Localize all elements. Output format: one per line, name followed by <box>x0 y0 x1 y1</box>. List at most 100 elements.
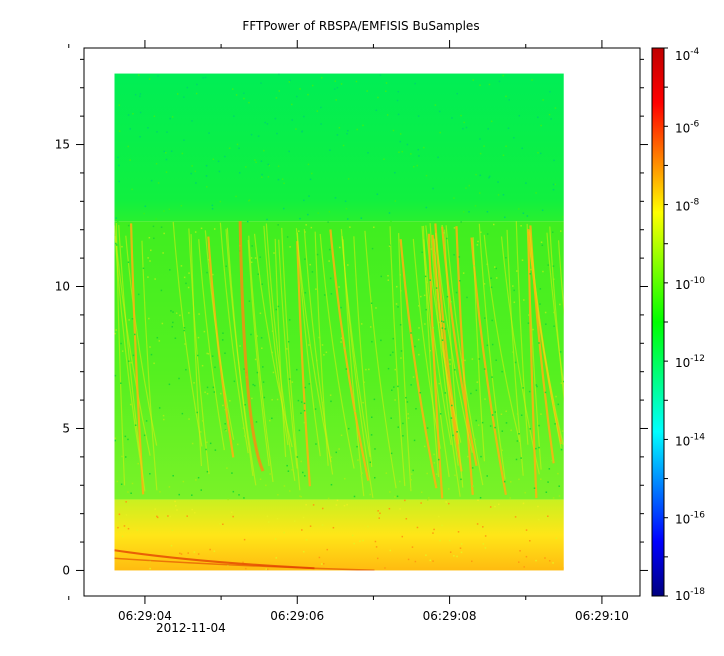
speckle <box>336 86 339 89</box>
speckle <box>303 421 306 424</box>
speckle <box>118 513 121 516</box>
streak <box>444 229 464 488</box>
speckle <box>260 160 263 162</box>
speckle <box>300 460 302 463</box>
speckle <box>191 120 193 122</box>
speckle <box>347 178 350 180</box>
speckle <box>474 205 477 207</box>
speckle <box>435 287 438 289</box>
speckle <box>183 96 185 98</box>
speckle <box>271 351 273 354</box>
speckle <box>445 237 448 240</box>
speckle <box>426 427 429 429</box>
speckle <box>320 123 322 125</box>
speckle <box>302 471 304 474</box>
speckle <box>480 231 482 234</box>
speckle <box>312 504 315 506</box>
speckle <box>555 537 558 540</box>
speckle <box>416 526 419 529</box>
speckle <box>199 431 202 433</box>
streak <box>248 235 274 483</box>
streak <box>427 233 444 499</box>
speckle <box>274 538 277 540</box>
speckle <box>388 212 391 214</box>
speckle <box>420 295 422 298</box>
speckle <box>264 121 266 124</box>
speckle <box>293 520 296 522</box>
speckle <box>235 195 237 198</box>
speckle <box>475 173 477 176</box>
speckle <box>389 491 391 493</box>
speckle <box>308 344 310 346</box>
speckle <box>195 182 197 184</box>
speckle <box>459 279 461 282</box>
speckle <box>184 343 186 345</box>
streak <box>546 232 564 390</box>
speckle <box>489 425 492 427</box>
speckle <box>252 383 254 386</box>
speckle <box>334 197 337 199</box>
speckle <box>243 97 245 100</box>
speckle <box>196 83 198 86</box>
speckle <box>467 455 469 458</box>
speckle <box>301 529 303 531</box>
speckle <box>238 147 240 150</box>
speckle <box>259 312 262 315</box>
speckle <box>328 248 331 251</box>
speckle <box>360 323 363 325</box>
speckle <box>488 83 491 86</box>
speckle <box>316 110 318 112</box>
speckle <box>376 557 379 560</box>
speckle <box>551 459 553 462</box>
speckle <box>207 259 210 261</box>
speckle <box>425 308 427 311</box>
speckle <box>263 149 265 152</box>
speckle <box>221 339 224 341</box>
speckle <box>505 95 507 98</box>
speckle <box>445 501 447 503</box>
speckle <box>196 411 198 414</box>
speckle <box>206 352 208 355</box>
speckle <box>169 117 171 120</box>
speckle <box>347 264 349 266</box>
speckle <box>204 391 206 394</box>
speckle <box>399 324 402 326</box>
speckle <box>288 150 290 153</box>
streak <box>141 240 158 491</box>
speckle <box>287 340 290 343</box>
speckle <box>476 381 478 384</box>
speckle <box>244 403 246 406</box>
streak <box>422 225 440 478</box>
speckle <box>459 547 462 549</box>
speckle <box>518 478 520 481</box>
speckle <box>205 186 208 188</box>
speckle <box>205 175 208 177</box>
speckle <box>441 225 443 227</box>
speckle <box>528 390 531 393</box>
speckle <box>558 485 560 487</box>
speckle <box>385 82 388 84</box>
speckle <box>554 183 556 186</box>
speckle <box>147 127 149 129</box>
speckle <box>396 99 399 102</box>
speckle <box>330 456 333 459</box>
speckle <box>125 514 128 516</box>
speckle <box>441 339 444 341</box>
speckle <box>304 231 306 233</box>
speckle <box>289 490 291 492</box>
speckle <box>288 319 291 321</box>
speckle <box>369 326 372 328</box>
speckle <box>171 529 174 531</box>
speckle <box>168 486 171 488</box>
speckle <box>158 340 161 342</box>
speckle <box>243 368 245 370</box>
speckle <box>453 254 455 256</box>
speckle <box>456 555 458 558</box>
speckle <box>360 475 362 477</box>
speckle <box>428 497 430 499</box>
speckle <box>269 473 271 475</box>
speckle <box>206 386 209 389</box>
speckle <box>147 257 149 259</box>
speckle <box>311 84 314 87</box>
speckle <box>185 282 187 285</box>
